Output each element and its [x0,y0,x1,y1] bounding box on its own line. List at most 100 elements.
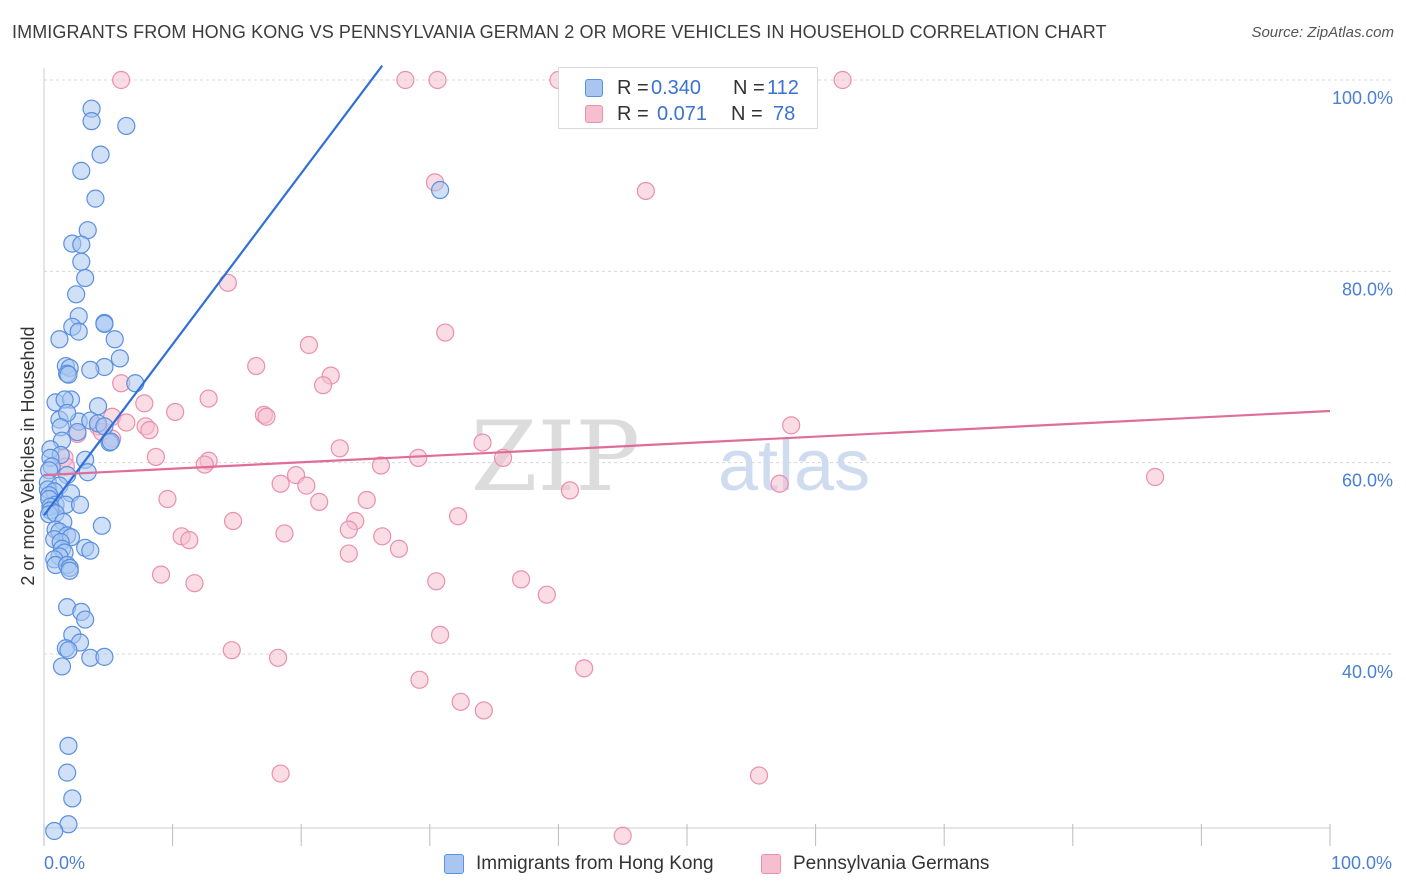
trend-line-pennsylvania-germans [43,409,1331,477]
point-immigrants-hong-kong [105,330,124,349]
legend-swatch-pink [585,105,603,123]
point-pennsylvania-germans [299,335,319,355]
point-immigrants-hong-kong [67,285,86,304]
point-immigrants-hong-kong [52,657,72,676]
point-pennsylvania-germans [310,492,329,511]
point-immigrants-hong-kong [70,495,90,514]
point-pennsylvania-germans [357,490,376,510]
series-legend: Immigrants from Hong Kong Pennsylvania G… [0,850,1406,880]
chart-title: IMMIGRANTS FROM HONG KONG VS PENNSYLVANI… [12,22,1107,42]
point-pennsylvania-germans [271,474,290,493]
trend-layer [43,64,1331,516]
point-pennsylvania-germans [271,764,290,783]
point-immigrants-hong-kong [101,432,120,451]
point-pennsylvania-germans [636,181,655,201]
legend-n-label: N = [733,77,765,99]
point-pennsylvania-germans [427,572,446,591]
legend-r-label: R = [617,77,649,99]
point-pennsylvania-germans [185,574,204,593]
point-immigrants-hong-kong [76,610,95,629]
point-pennsylvania-germans [448,507,468,526]
point-pennsylvania-germans [409,448,428,467]
point-pennsylvania-germans [371,456,391,475]
point-pennsylvania-germans [275,524,294,543]
grid-layer [44,79,1394,655]
point-pennsylvania-germans [195,455,214,474]
point-pennsylvania-germans [512,570,531,589]
legend-swatch-blue [585,79,603,97]
legend-r-value: 0.071 [657,103,708,125]
point-immigrants-hong-kong [72,235,91,254]
legend-label-pennsylvania-germans: Pennsylvania Germans [793,853,990,874]
point-pennsylvania-germans [782,416,801,435]
point-pennsylvania-germans [575,659,594,678]
point-immigrants-hong-kong [81,541,100,560]
legend-label-hong-kong: Immigrants from Hong Kong [476,853,714,874]
legend-swatch-blue [444,854,464,874]
stats-legend: R = 0.340 N = 112 R = 0.071 N = 78 [558,67,818,129]
point-pennsylvania-germans [1146,467,1165,487]
point-pennsylvania-germans [373,527,392,546]
point-immigrants-hong-kong [59,641,78,660]
point-immigrants-hong-kong [117,116,136,136]
point-immigrants-hong-kong [95,314,114,334]
series-immigrants-hong-kong [38,99,450,841]
legend-n-label: N = [731,103,763,125]
x-tick-label-100: 100.0% [1331,853,1392,873]
point-pennsylvania-germans [537,585,556,604]
y-tick-label-60: 60.0% [1342,471,1393,491]
point-immigrants-hong-kong [69,322,88,341]
point-pennsylvania-germans [257,407,276,426]
point-pennsylvania-germans [474,701,493,720]
point-immigrants-hong-kong [72,161,91,180]
point-pennsylvania-germans [330,439,349,458]
point-pennsylvania-germans [396,70,415,90]
point-pennsylvania-germans [112,70,131,90]
legend-swatch-pink [761,854,781,874]
point-immigrants-hong-kong [76,268,95,288]
point-immigrants-hong-kong [91,145,110,164]
legend-n-value: 78 [773,103,796,125]
y-tick-label-80: 80.0% [1342,279,1393,299]
point-immigrants-hong-kong [63,789,82,808]
point-pennsylvania-germans [158,489,177,509]
point-pennsylvania-germans [473,433,492,452]
point-immigrants-hong-kong [92,516,111,535]
point-immigrants-hong-kong [59,736,78,755]
point-immigrants-hong-kong [430,180,450,200]
point-pennsylvania-germans [146,447,165,467]
point-pennsylvania-germans [613,826,632,845]
point-pennsylvania-germans [339,544,358,563]
point-pennsylvania-germans [313,376,333,395]
point-pennsylvania-germans [436,323,455,342]
point-immigrants-hong-kong [72,252,91,271]
y-tick-label-40: 40.0% [1342,662,1393,682]
point-pennsylvania-germans [135,394,154,413]
point-pennsylvania-germans [268,648,288,667]
point-pennsylvania-germans [247,356,266,376]
point-immigrants-hong-kong [59,365,78,384]
trend-line-hong-kong [43,64,384,516]
point-pennsylvania-germans [833,70,852,90]
point-pennsylvania-germans [560,481,580,500]
point-pennsylvania-germans [770,474,789,493]
y-tick-labels: 40.0% 60.0% 80.0% 100.0% [1332,88,1393,682]
point-pennsylvania-germans [389,539,409,558]
point-immigrants-hong-kong [95,647,114,666]
point-immigrants-hong-kong [50,330,69,349]
point-pennsylvania-germans [451,692,470,711]
point-immigrants-hong-kong [68,422,87,442]
point-pennsylvania-germans [410,670,429,689]
x-tick-label-0: 0.0% [44,853,85,873]
point-immigrants-hong-kong [58,763,77,782]
point-immigrants-hong-kong [60,561,79,580]
point-pennsylvania-germans [117,413,136,432]
point-pennsylvania-germans [430,625,450,644]
legend-r-value: 0.340 [651,77,702,99]
point-pennsylvania-germans [428,70,447,90]
point-pennsylvania-germans [151,565,171,584]
legend-n-value: 112 [767,77,799,99]
point-immigrants-hong-kong [110,349,129,368]
point-pennsylvania-germans [749,766,769,785]
